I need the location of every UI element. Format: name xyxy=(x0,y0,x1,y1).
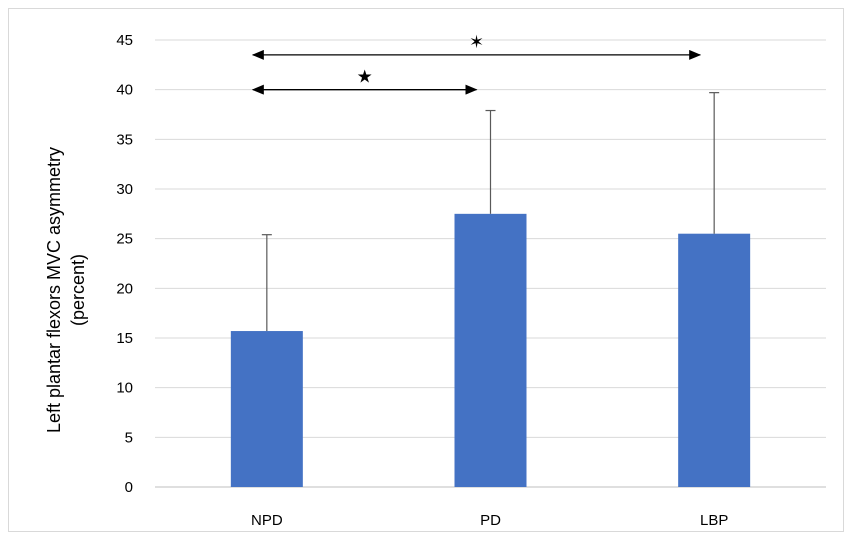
y-tick-label: 0 xyxy=(125,479,133,496)
y-axis-label-line-1: Left plantar flexors MVC asymmetry xyxy=(44,147,64,433)
x-category-label: PD xyxy=(480,512,501,529)
x-category-label: NPD xyxy=(251,512,283,529)
y-tick-label: 35 xyxy=(116,131,133,148)
y-tick-label: 5 xyxy=(125,429,133,446)
y-tick-label: 25 xyxy=(116,231,133,248)
y-tick-label: 20 xyxy=(116,280,133,297)
y-tick-label: 15 xyxy=(116,330,133,347)
bar-npd xyxy=(230,331,303,487)
bar-pd xyxy=(454,213,527,488)
x-category-labels: NPD PD LBP xyxy=(251,512,728,529)
significance-annotations: ★✶ xyxy=(251,32,702,95)
chart-frame xyxy=(8,8,844,532)
y-axis-label-line-2: (percent) xyxy=(68,254,88,326)
bar-lbp xyxy=(678,233,751,487)
x-category-label: LBP xyxy=(700,512,728,529)
y-tick-label: 45 xyxy=(116,32,133,49)
y-tick-label: 30 xyxy=(116,181,133,198)
y-tick-labels: 0 5 10 15 20 25 30 35 40 45 xyxy=(116,32,133,496)
y-tick-label: 40 xyxy=(116,82,133,99)
y-tick-label: 10 xyxy=(116,380,133,397)
significance-star: ★ xyxy=(357,67,373,88)
error-bars xyxy=(261,92,720,332)
significance-star: ✶ xyxy=(469,32,484,53)
bars xyxy=(230,213,751,488)
